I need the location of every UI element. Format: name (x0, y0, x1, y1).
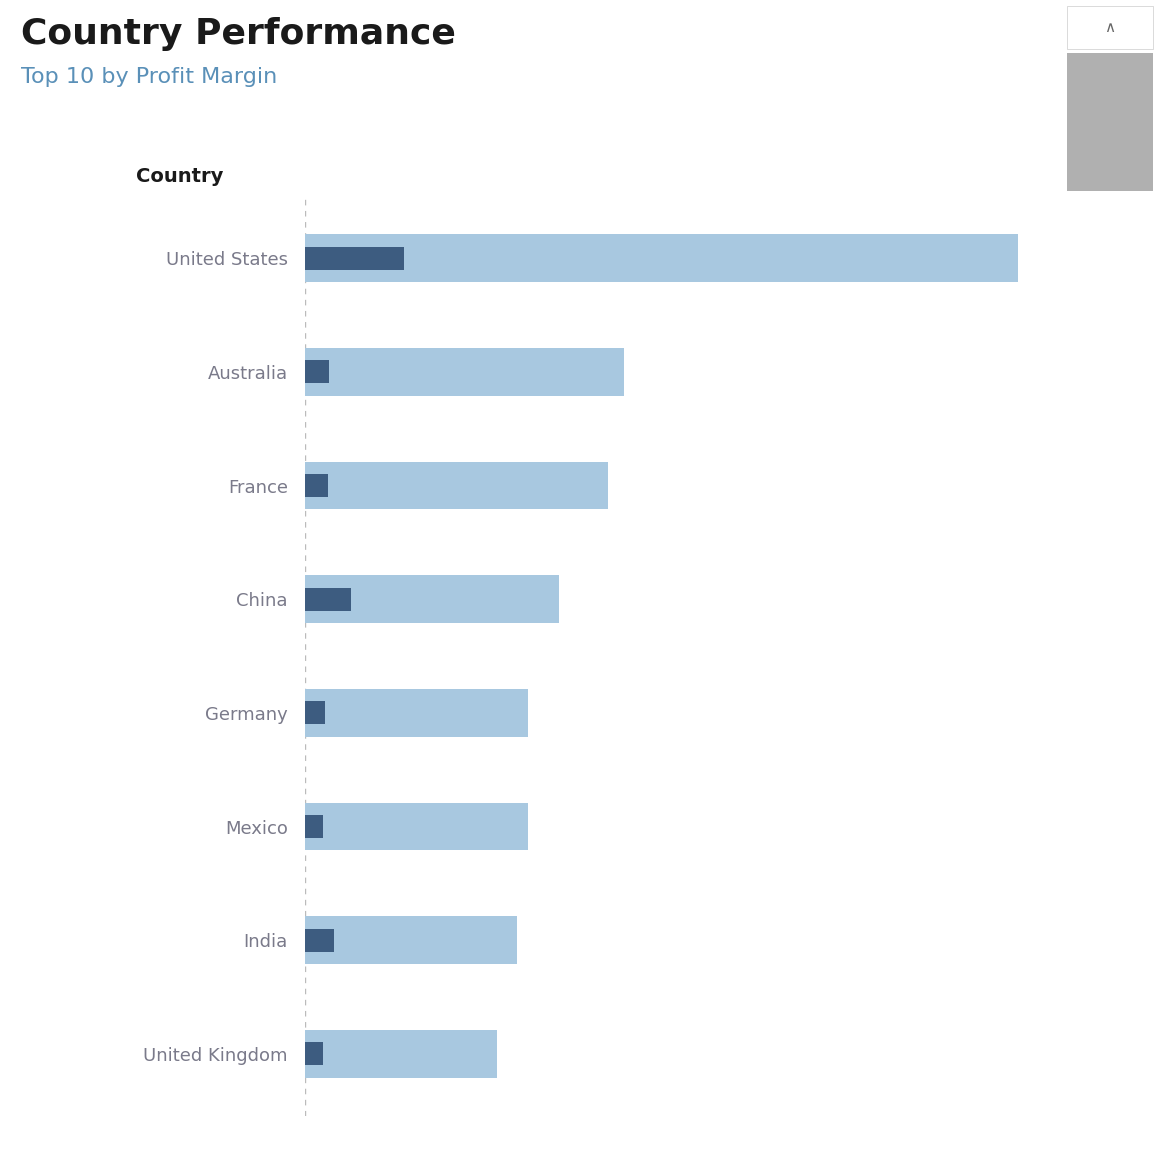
Bar (305, 929, 334, 952)
Bar (305, 576, 559, 623)
Bar (305, 474, 328, 497)
FancyBboxPatch shape (1067, 53, 1153, 191)
Bar (305, 1043, 323, 1066)
Bar (305, 916, 516, 965)
Text: ∧: ∧ (1105, 20, 1115, 36)
Bar (305, 802, 528, 851)
Bar (305, 1030, 497, 1077)
Bar (305, 246, 404, 269)
Bar (305, 235, 1018, 282)
Bar (305, 588, 351, 611)
Text: Country: Country (135, 167, 223, 186)
Text: Top 10 by Profit Margin: Top 10 by Profit Margin (21, 67, 277, 86)
Bar (305, 360, 329, 383)
Bar (305, 701, 324, 724)
Bar (305, 689, 528, 737)
Bar (305, 815, 323, 838)
Text: Country Performance: Country Performance (21, 17, 456, 52)
Bar (305, 462, 608, 510)
Bar (305, 348, 624, 396)
FancyBboxPatch shape (1067, 6, 1153, 49)
